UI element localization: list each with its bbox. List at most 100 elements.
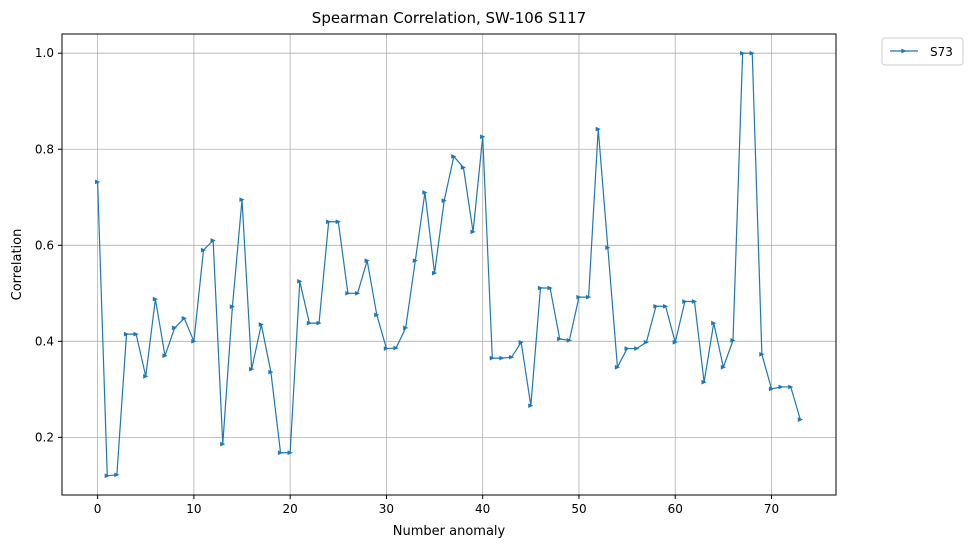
- x-tick-label: 0: [94, 502, 102, 516]
- data-point: [643, 339, 649, 345]
- x-tick-label: 60: [668, 502, 683, 516]
- data-point: [412, 258, 418, 263]
- data-point: [104, 473, 110, 479]
- data-point: [268, 369, 274, 375]
- data-point: [181, 315, 187, 321]
- x-axis-label: Number anomaly: [393, 524, 506, 539]
- data-point: [518, 339, 524, 345]
- data-point: [537, 285, 544, 291]
- data-point: [451, 154, 457, 159]
- data-point: [431, 270, 438, 276]
- data-point: [152, 296, 158, 302]
- data-point: [778, 384, 784, 390]
- legend-box: [881, 37, 964, 66]
- legend-label: S73: [930, 45, 953, 59]
- y-tick-label: 0.8: [35, 142, 54, 156]
- data-point: [143, 374, 149, 379]
- data-point: [624, 346, 630, 351]
- data-point: [316, 320, 322, 326]
- data-point: [508, 354, 515, 360]
- data-point: [749, 50, 755, 56]
- data-point: [682, 299, 688, 304]
- data-point: [576, 294, 582, 300]
- data-point: [297, 278, 303, 284]
- data-point: [239, 197, 245, 203]
- data-point: [547, 285, 553, 291]
- chart-title: Spearman Correlation, SW-106 S117: [312, 9, 586, 27]
- data-point: [585, 294, 592, 300]
- data-point: [306, 320, 313, 326]
- data-point: [229, 304, 235, 310]
- x-tick-label: 70: [764, 502, 779, 516]
- data-point: [740, 50, 746, 56]
- data-point: [768, 386, 775, 392]
- data-point: [354, 290, 361, 296]
- data-point: [422, 190, 428, 195]
- data-point: [691, 299, 698, 304]
- data-point: [133, 331, 139, 337]
- data-point: [460, 165, 467, 170]
- data-point: [210, 238, 216, 243]
- data-point: [335, 219, 341, 225]
- data-point: [95, 179, 101, 185]
- data-point: [364, 258, 370, 263]
- data-point: [249, 366, 255, 372]
- data-point: [759, 351, 765, 357]
- legend: S73: [881, 37, 964, 66]
- data-point: [383, 346, 390, 351]
- x-tick-label: 40: [475, 502, 490, 516]
- data-point: [287, 450, 293, 456]
- data-point: [663, 303, 669, 309]
- data-point: [345, 290, 351, 296]
- data-point: [258, 322, 264, 327]
- data-point: [220, 441, 226, 447]
- data-point: [191, 338, 197, 344]
- data-point: [114, 472, 120, 478]
- data-point: [470, 229, 476, 235]
- data-point: [172, 325, 178, 331]
- data-point: [162, 353, 168, 359]
- data-point: [797, 417, 803, 422]
- data-point: [200, 247, 207, 253]
- x-tick-label: 20: [283, 502, 298, 516]
- series-line: [97, 52, 801, 477]
- data-point: [566, 338, 572, 343]
- plot-frame: [61, 33, 837, 496]
- data-point: [672, 339, 678, 345]
- data-point: [720, 364, 726, 370]
- data-point: [614, 364, 621, 370]
- data-point: [528, 403, 534, 409]
- y-ticks: 0.2 0.4 0.6 0.8 1.0: [35, 46, 62, 444]
- data-point: [634, 346, 640, 351]
- data-point: [374, 312, 380, 318]
- x-tick-label: 30: [379, 502, 394, 516]
- data-point: [730, 338, 736, 343]
- data-point: [480, 134, 486, 140]
- x-tick-label: 10: [186, 502, 201, 516]
- data-point: [557, 336, 563, 342]
- data-point: [441, 198, 447, 203]
- data-point: [595, 126, 601, 132]
- legend-marker-icon: [901, 48, 907, 54]
- y-tick-label: 0.6: [35, 238, 54, 252]
- data-point: [653, 303, 659, 309]
- y-axis-label: Correlation: [10, 229, 25, 301]
- data-point: [326, 219, 332, 225]
- data-point: [701, 379, 707, 385]
- data-point: [393, 345, 399, 351]
- data-point: [489, 355, 495, 361]
- y-tick-label: 0.4: [35, 334, 54, 348]
- data-point: [123, 331, 130, 337]
- data-point: [605, 245, 611, 251]
- y-tick-label: 0.2: [35, 430, 54, 444]
- x-tick-label: 50: [571, 502, 586, 516]
- data-point: [788, 384, 794, 390]
- data-point: [499, 355, 505, 361]
- x-ticks: 0 10 20 30 40 50 60 70: [94, 495, 779, 516]
- data-point: [277, 450, 284, 456]
- data-point: [711, 320, 717, 326]
- y-tick-label: 1.0: [35, 46, 54, 60]
- grid: [62, 34, 836, 495]
- data-point: [403, 325, 409, 331]
